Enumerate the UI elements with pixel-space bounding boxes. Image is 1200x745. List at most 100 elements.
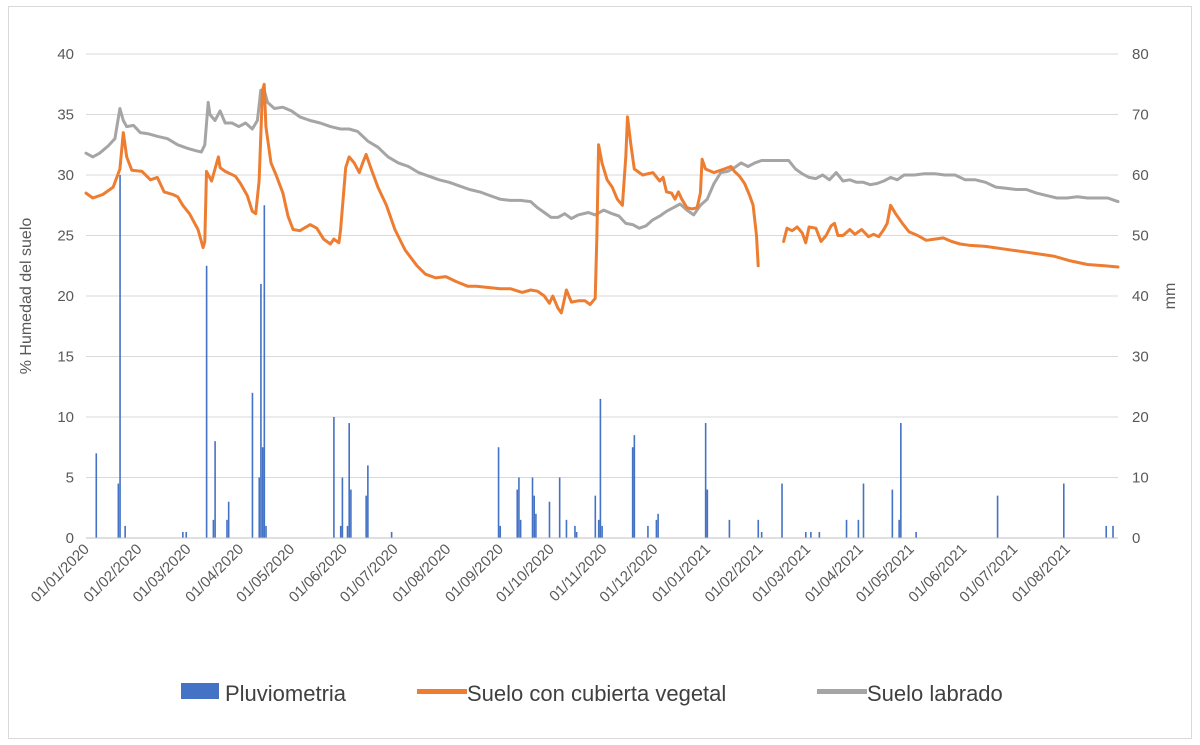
rain-bar (499, 525, 502, 538)
rain-bar (728, 519, 731, 538)
rain-bar (251, 392, 254, 538)
legend-swatch-pluviometria (181, 683, 219, 699)
rain-bar (365, 495, 367, 538)
rain-bar (117, 483, 120, 538)
legend-swatch-vegetal (417, 689, 467, 694)
rain-bar (185, 531, 188, 538)
rain-bar (212, 519, 215, 538)
rain-bar (594, 495, 597, 538)
rain-bar (862, 483, 865, 538)
rain-bar (818, 531, 821, 538)
legend-label-labrado: Suelo labrado (867, 681, 1003, 706)
rain-bar (575, 531, 578, 538)
y-left-tick-label: 20 (57, 288, 74, 305)
y-axis-right-ticks: 0 10 20 30 40 50 60 70 80 (1132, 46, 1149, 547)
rain-bar (647, 525, 649, 538)
y-right-tick-label: 60 (1132, 167, 1149, 184)
rain-bar (516, 489, 519, 538)
rain-bar (891, 489, 894, 538)
rain-bar (367, 465, 369, 538)
rain-bar (655, 519, 658, 538)
y-right-tick-label: 30 (1132, 349, 1149, 366)
rain-bar (390, 531, 393, 538)
rain-bar (497, 447, 500, 538)
rain-bar (227, 501, 230, 538)
rain-bar (95, 453, 98, 538)
legend-label-pluviometria: Pluviometria (225, 681, 347, 706)
rain-bar (631, 447, 634, 538)
rain-bar (845, 519, 848, 538)
rain-bar (706, 489, 709, 538)
rain-bar (339, 525, 342, 538)
rain-bar (346, 525, 349, 538)
rain-bar (265, 525, 267, 538)
rain-bar (533, 495, 536, 538)
y-right-tick-label: 0 (1132, 530, 1140, 547)
y-left-tick-label: 25 (57, 228, 74, 245)
y-left-tick-label: 35 (57, 107, 74, 124)
vegetal-line (782, 203, 1120, 269)
legend-label-vegetal: Suelo con cubierta vegetal (467, 681, 726, 706)
y-left-tick-label: 40 (57, 46, 74, 63)
y-left-tick-label: 15 (57, 349, 74, 366)
rain-bar (258, 477, 261, 538)
rain-bar (898, 519, 900, 538)
rain-bar (333, 417, 335, 538)
rain-bar (263, 205, 266, 538)
rain-bar (1062, 483, 1065, 538)
y-right-tick-label: 80 (1132, 46, 1149, 63)
rain-bar (260, 283, 262, 538)
labrado-line (84, 88, 1120, 230)
rain-bar (548, 501, 551, 538)
y-right-tick-label: 10 (1132, 470, 1149, 487)
y-left-tick-label: 5 (66, 470, 74, 487)
rain-bar (633, 435, 636, 538)
rain-bar (226, 519, 228, 538)
y-axis-right-title: mm (1162, 283, 1179, 310)
rain-bar (601, 525, 603, 538)
rain-bar (205, 265, 208, 538)
rain-bar (757, 519, 760, 538)
rain-bar (519, 519, 522, 538)
y-right-tick-label: 70 (1132, 107, 1149, 124)
rain-bar (810, 531, 812, 538)
legend-swatch-labrado (817, 689, 867, 694)
legend: Pluviometria Suelo con cubierta vegetal … (181, 681, 1003, 706)
rain-bar (558, 477, 561, 538)
rain-bar (996, 495, 999, 538)
x-axis-ticks: 01/01/202001/02/202001/03/202001/04/2020… (28, 541, 1074, 606)
chart-svg: 0 5 10 15 20 25 30 35 40 0 10 20 30 40 50 60 70 80 01/01… (18, 46, 1179, 706)
rain-bar (1105, 525, 1108, 538)
rain-bar (1112, 525, 1114, 538)
rain-bars (95, 175, 1114, 538)
rain-bar (214, 441, 216, 538)
rain-bar (350, 489, 352, 538)
rain-bar (261, 447, 264, 538)
rain-bar (565, 519, 568, 538)
rain-bar (124, 525, 126, 538)
y-right-tick-label: 40 (1132, 288, 1149, 305)
rain-bar (760, 531, 763, 538)
moisture-lines (84, 82, 1120, 315)
rain-bar (597, 519, 600, 538)
y-left-tick-label: 30 (57, 167, 74, 184)
rain-bar (804, 531, 807, 538)
rain-bar (341, 477, 344, 538)
rain-bar (535, 513, 537, 538)
y-left-tick-label: 0 (66, 530, 74, 547)
y-axis-left-ticks: 0 5 10 15 20 25 30 35 40 (57, 46, 74, 547)
rain-bar (574, 525, 576, 538)
rain-bar (182, 531, 184, 538)
y-right-tick-label: 20 (1132, 409, 1149, 426)
rain-bar (657, 513, 659, 538)
y-left-tick-label: 10 (57, 409, 74, 426)
vegetal-line (84, 82, 760, 315)
rain-bar (781, 483, 783, 538)
rain-bar (915, 531, 917, 538)
rain-bar (348, 423, 350, 538)
rain-bar (599, 398, 602, 538)
rain-bar (704, 423, 707, 538)
rain-bar (531, 477, 534, 538)
chart-frame: 0 5 10 15 20 25 30 35 40 0 10 20 30 40 50 60 70 80 01/01… (8, 6, 1192, 739)
rain-bar (119, 175, 121, 538)
